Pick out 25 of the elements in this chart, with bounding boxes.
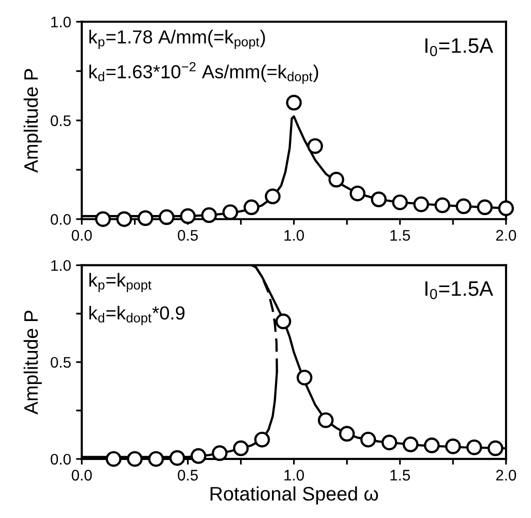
x-tick-label: 0.5 xyxy=(178,470,198,481)
annotation: I$_{0}$=1.5A xyxy=(425,281,494,300)
x-axis-title: Rotational Speed ω xyxy=(210,486,378,505)
y-tick-label: 0.0 xyxy=(50,214,71,225)
annotation: k$_{p}$=1.78 A/mm(=k$_{popt}$) xyxy=(89,30,265,50)
x-tick-label: 1.0 xyxy=(284,230,304,241)
x-tick-label: 0.5 xyxy=(178,230,198,241)
y-axis-title: Amplitude P xyxy=(24,69,42,173)
annotation: I$_{0}$=1.5A xyxy=(425,38,494,56)
y-axis-title: Amplitude P xyxy=(24,310,42,414)
y-tick-label: 1.0 xyxy=(51,260,71,271)
x-tick-label: 0.0 xyxy=(72,230,92,241)
x-tick-label: 0.0 xyxy=(72,470,92,481)
x-tick-label: 2.0 xyxy=(496,470,516,481)
x-tick-label: 1.5 xyxy=(390,230,410,241)
y-tick-label: 1.0 xyxy=(51,16,71,28)
y-tick-label: 0.5 xyxy=(50,115,71,126)
annotation: k$_{p}$=k$_{popt}$ xyxy=(89,272,152,292)
x-tick-label: 2.0 xyxy=(496,230,516,241)
x-tick-label: 1.5 xyxy=(390,470,410,481)
annotation: k$_{d}$=1.63*10$^{−2}$ As/mm(=k$_{dopt}$) xyxy=(89,62,318,84)
x-tick-label: 1.0 xyxy=(284,470,304,481)
annotation: k$_{d}$=k$_{dopt}$*0.9 xyxy=(89,306,184,326)
y-tick-label: 0.0 xyxy=(50,454,71,465)
y-tick-label: 0.5 xyxy=(50,356,71,368)
